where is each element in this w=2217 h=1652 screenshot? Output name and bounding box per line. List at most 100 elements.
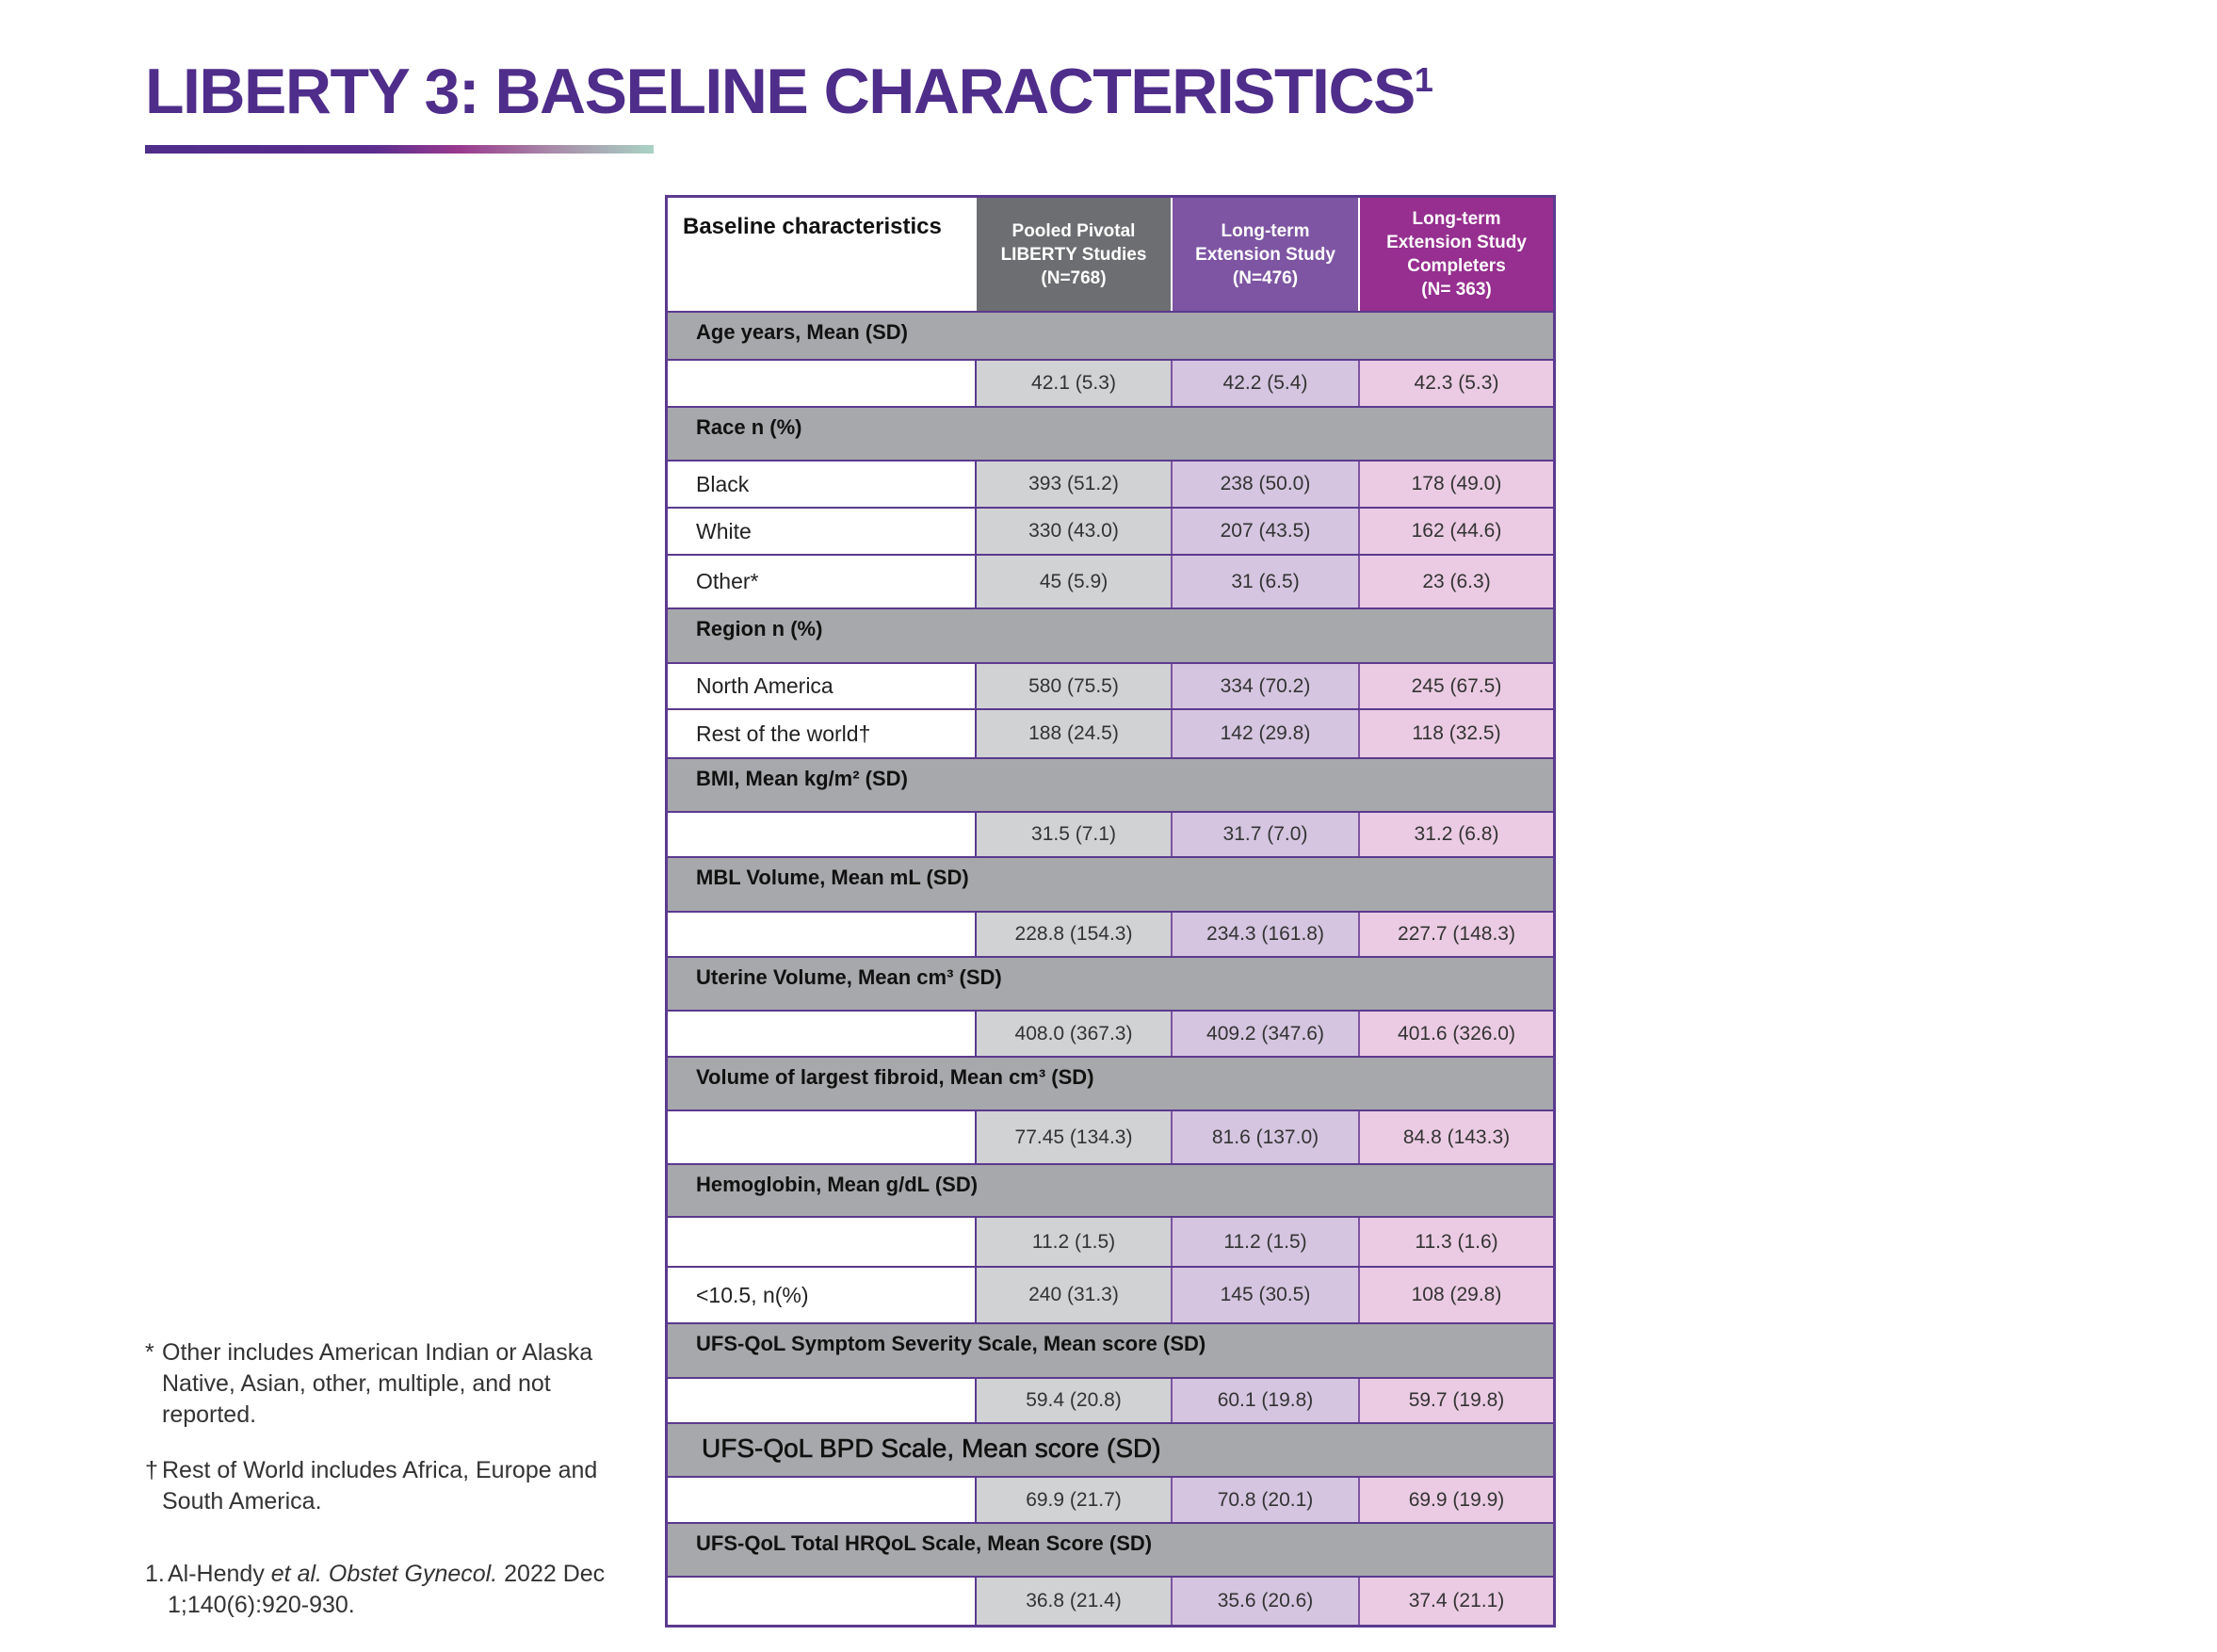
section-header-row: Age years, Mean (SD) [668,313,1553,361]
value-cell: 188 (24.5) [977,710,1173,757]
section-title: UFS-QoL BPD Scale, Mean score (SD) [702,1433,1161,1464]
reference-journal: et al. Obstet Gynecol. [270,1561,498,1587]
row-label [668,361,977,406]
value-cell: 330 (43.0) [977,509,1173,554]
value-cell: 409.2 (347.6) [1173,1012,1360,1056]
header-line: (N= 363) [1421,280,1492,300]
section-title: Volume of largest fibroid, Mean cm³ (SD) [696,1065,1094,1089]
footnote-other: * Other includes American Indian or Alask… [145,1337,635,1431]
table-row: North America 580 (75.5) 334 (70.2) 245 (67… [668,664,1553,710]
footnote-rest-of-world: † Rest of World includes Africa, Europe a… [145,1455,635,1517]
section-title: Race n (%) [696,415,802,439]
header-line: Long-term [1412,209,1501,229]
footnote-text: Other includes American Indian or Alaska… [162,1339,593,1428]
table-header-row: Baseline characteristics Pooled Pivotal L… [668,198,1553,313]
reference-authors: Al-Hendy [168,1561,265,1587]
header-line: LIBERTY Studies [1000,244,1147,265]
footnotes: * Other includes American Indian or Alask… [145,1337,635,1645]
section-title: Uterine Volume, Mean cm³ (SD) [696,965,1002,989]
section-header-row: UFS-QoL Total HRQoL Scale, Mean Score (S… [668,1524,1553,1578]
value-cell: 70.8 (20.1) [1173,1478,1360,1522]
value-cell: 59.4 (20.8) [977,1379,1173,1422]
section-title: Hemoglobin, Mean g/dL (SD) [696,1173,979,1196]
value-cell: 145 (30.5) [1173,1268,1360,1322]
row-label [668,813,977,856]
value-cell: 238 (50.0) [1173,462,1360,507]
value-cell: 234.3 (161.8) [1173,913,1360,956]
table-row: Other* 45 (5.9) 31 (6.5) 23 (6.3) [668,556,1553,609]
row-label [668,1111,977,1163]
table-row: 77.45 (134.3) 81.6 (137.0) 84.8 (143.3) [668,1111,1553,1165]
table-row: 69.9 (21.7) 70.8 (20.1) 69.9 (19.9) [668,1478,1553,1524]
row-label: Black [668,462,977,507]
row-label [668,1578,977,1625]
section-header-row: BMI, Mean kg/m² (SD) [668,759,1553,813]
value-cell: 11.2 (1.5) [977,1218,1173,1266]
header-extension-study: Long-term Extension Study (N=476) [1173,198,1360,311]
value-cell: 45 (5.9) [977,556,1173,607]
row-label: <10.5, n(%) [668,1268,977,1322]
row-label: Other* [668,556,977,607]
reference-mark: 1. [145,1561,165,1587]
row-label [668,1218,977,1266]
value-cell: 42.3 (5.3) [1360,361,1553,406]
row-label [668,913,977,956]
value-cell: 334 (70.2) [1173,664,1360,708]
reference-1: 1. Al-Hendy et al. Obstet Gynecol. 2022 D… [145,1559,635,1621]
section-header-row: Uterine Volume, Mean cm³ (SD) [668,958,1553,1012]
value-cell: 245 (67.5) [1360,664,1553,708]
section-header-row: Hemoglobin, Mean g/dL (SD) [668,1165,1553,1218]
value-cell: 77.45 (134.3) [977,1111,1173,1163]
value-cell: 36.8 (21.4) [977,1578,1173,1625]
value-cell: 31 (6.5) [1173,556,1360,607]
table-row: 228.8 (154.3) 234.3 (161.8) 227.7 (148.3) [668,913,1553,958]
row-label: Rest of the world† [668,710,977,757]
section-header-row: Region n (%) [668,609,1553,664]
section-title: Age years, Mean (SD) [696,320,908,344]
value-cell: 393 (51.2) [977,462,1173,507]
value-cell: 108 (29.8) [1360,1268,1553,1322]
row-label: White [668,509,977,554]
table-row: 36.8 (21.4) 35.6 (20.6) 37.4 (21.1) [668,1578,1553,1625]
value-cell: 69.9 (21.7) [977,1478,1173,1522]
value-cell: 84.8 (143.3) [1360,1111,1553,1163]
row-label [668,1379,977,1422]
value-cell: 31.2 (6.8) [1360,813,1553,856]
header-line: (N=768) [1041,267,1107,288]
header-line: Long-term [1221,220,1310,241]
header-line: Completers [1407,256,1506,276]
value-cell: 11.2 (1.5) [1173,1218,1360,1266]
section-header-row: MBL Volume, Mean mL (SD) [668,858,1553,913]
section-header-row: UFS-QoL Symptom Severity Scale, Mean sco… [668,1324,1553,1379]
value-cell: 42.1 (5.3) [977,361,1173,406]
title-reference-superscript: 1 [1414,60,1433,99]
value-cell: 81.6 (137.0) [1173,1111,1360,1163]
value-cell: 69.9 (19.9) [1360,1478,1553,1522]
section-header-row: Volume of largest fibroid, Mean cm³ (SD) [668,1058,1553,1111]
value-cell: 118 (32.5) [1360,710,1553,757]
section-header-row: Race n (%) [668,408,1553,462]
section-title: BMI, Mean kg/m² (SD) [696,767,908,790]
table-row: Rest of the world† 188 (24.5) 142 (29.8) 11… [668,710,1553,759]
baseline-characteristics-table: Baseline characteristics Pooled Pivotal L… [665,195,1556,1628]
table-row: Black 393 (51.2) 238 (50.0) 178 (49.0) [668,462,1553,509]
value-cell: 23 (6.3) [1360,556,1553,607]
value-cell: 162 (44.6) [1360,509,1553,554]
value-cell: 37.4 (21.1) [1360,1578,1553,1625]
footnote-mark: * [145,1339,154,1366]
header-extension-completers: Long-term Extension Study Completers (N= 36… [1360,198,1553,311]
footnote-mark: † [145,1457,158,1483]
table-row: White 330 (43.0) 207 (43.5) 162 (44.6) [668,509,1553,556]
value-cell: 35.6 (20.6) [1173,1578,1360,1625]
value-cell: 408.0 (367.3) [977,1012,1173,1056]
header-label: Baseline characteristics [668,198,977,311]
value-cell: 59.7 (19.8) [1360,1379,1553,1422]
header-line: (N=476) [1232,267,1299,288]
header-pooled-pivotal: Pooled Pivotal LIBERTY Studies (N=768) [977,198,1173,311]
value-cell: 228.8 (154.3) [977,913,1173,956]
value-cell: 11.3 (1.6) [1360,1218,1553,1266]
header-line: Pooled Pivotal [1011,220,1136,241]
value-cell: 227.7 (148.3) [1360,913,1553,956]
value-cell: 60.1 (19.8) [1173,1379,1360,1422]
value-cell: 240 (31.3) [977,1268,1173,1322]
